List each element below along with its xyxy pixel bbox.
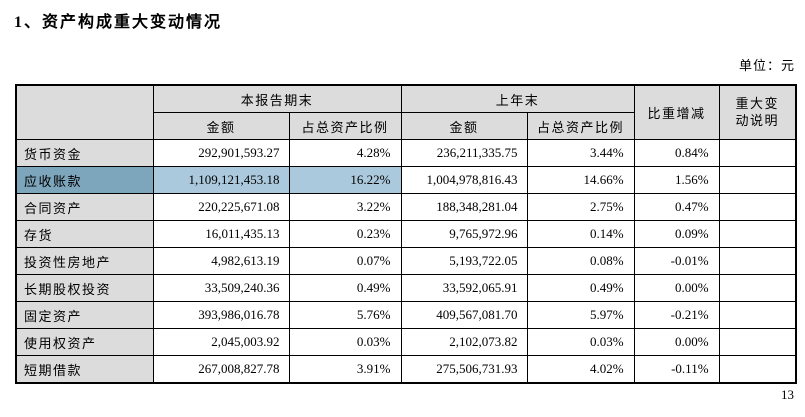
- cell-current-ratio: 3.22%: [288, 193, 402, 221]
- cell-ratio-change: 0.09%: [633, 220, 720, 248]
- cell-prior-ratio: 14.66%: [526, 166, 635, 194]
- cell-asset-label: 使用权资产: [15, 328, 154, 356]
- cell-asset-label: 合同资产: [15, 193, 154, 221]
- header-item-blank: [15, 84, 154, 140]
- cell-explanation: [718, 301, 797, 329]
- cell-current-ratio: 4.28%: [288, 139, 402, 167]
- cell-prior-ratio: 0.03%: [526, 328, 635, 356]
- header-current-ratio: 占总资产比例: [288, 112, 402, 140]
- cell-prior-ratio: 0.49%: [526, 274, 635, 302]
- cell-prior-amount: 2,102,073.82: [400, 328, 528, 356]
- cell-current-ratio: 0.03%: [288, 328, 402, 356]
- cell-prior-amount: 1,004,978,816.43: [400, 166, 528, 194]
- table-row: 短期借款 267,008,827.78 3.91% 275,506,731.93…: [15, 355, 797, 384]
- cell-current-amount: 16,011,435.13: [152, 220, 290, 248]
- cell-ratio-change: 0.84%: [633, 139, 720, 167]
- cell-prior-ratio: 0.08%: [526, 247, 635, 275]
- cell-prior-amount: 5,193,722.05: [400, 247, 528, 275]
- cell-current-ratio: 16.22%: [288, 166, 402, 194]
- cell-explanation: [718, 166, 797, 194]
- cell-ratio-change: 0.47%: [633, 193, 720, 221]
- header-explanation: 重大变动说明: [718, 84, 797, 140]
- cell-current-amount: 393,986,016.78: [152, 301, 290, 329]
- cell-prior-ratio: 4.02%: [526, 355, 635, 384]
- cell-explanation: [718, 274, 797, 302]
- cell-current-amount: 4,982,613.19: [152, 247, 290, 275]
- cell-prior-amount: 188,348,281.04: [400, 193, 528, 221]
- header-prior-period: 上年末: [400, 84, 635, 113]
- cell-prior-amount: 409,567,081.70: [400, 301, 528, 329]
- cell-explanation: [718, 247, 797, 275]
- table-header: 本报告期末 上年末 比重增减 重大变动说明 金额 占总资产比例 金额 占总资产比…: [15, 84, 797, 140]
- cell-current-amount: 267,008,827.78: [152, 355, 290, 384]
- cell-prior-amount: 33,592,065.91: [400, 274, 528, 302]
- cell-current-amount: 220,225,671.08: [152, 193, 290, 221]
- cell-ratio-change: -0.21%: [633, 301, 720, 329]
- section-title: 1、资产构成重大变动情况: [14, 14, 223, 31]
- table-row: 货币资金 292,901,593.27 4.28% 236,211,335.75…: [15, 139, 797, 167]
- cell-prior-amount: 9,765,972.96: [400, 220, 528, 248]
- cell-ratio-change: -0.11%: [633, 355, 720, 384]
- table-row: 长期股权投资 33,509,240.36 0.49% 33,592,065.91…: [15, 274, 797, 302]
- header-current-amount: 金额: [152, 112, 290, 140]
- cell-prior-ratio: 2.75%: [526, 193, 635, 221]
- cell-current-ratio: 0.49%: [288, 274, 402, 302]
- cell-prior-ratio: 5.97%: [526, 301, 635, 329]
- cell-explanation: [718, 220, 797, 248]
- cell-current-amount: 2,045,003.92: [152, 328, 290, 356]
- cell-asset-label: 固定资产: [15, 301, 154, 329]
- cell-explanation: [718, 328, 797, 356]
- cell-explanation: [718, 139, 797, 167]
- header-prior-amount: 金额: [400, 112, 528, 140]
- cell-asset-label: 长期股权投资: [15, 274, 154, 302]
- table-row: 合同资产 220,225,671.08 3.22% 188,348,281.04…: [15, 193, 797, 221]
- cell-ratio-change: 0.00%: [633, 328, 720, 356]
- cell-ratio-change: -0.01%: [633, 247, 720, 275]
- cell-asset-label: 短期借款: [15, 355, 154, 384]
- cell-explanation: [718, 193, 797, 221]
- cell-asset-label: 存货: [15, 220, 154, 248]
- unit-label: 单位：元: [738, 58, 795, 73]
- cell-ratio-change: 0.00%: [633, 274, 720, 302]
- page-number: 13: [781, 387, 794, 402]
- table-row: 存货 16,011,435.13 0.23% 9,765,972.96 0.14…: [15, 220, 797, 248]
- header-current-period: 本报告期末: [152, 84, 402, 113]
- table-row: 投资性房地产 4,982,613.19 0.07% 5,193,722.05 0…: [15, 247, 797, 275]
- header-prior-ratio: 占总资产比例: [526, 112, 635, 140]
- cell-current-amount: 33,509,240.36: [152, 274, 290, 302]
- cell-prior-ratio: 3.44%: [526, 139, 635, 167]
- table-body: 货币资金 292,901,593.27 4.28% 236,211,335.75…: [15, 139, 797, 384]
- cell-asset-label: 投资性房地产: [15, 247, 154, 275]
- cell-ratio-change: 1.56%: [633, 166, 720, 194]
- header-ratio-change: 比重增减: [633, 84, 720, 140]
- cell-current-ratio: 0.23%: [288, 220, 402, 248]
- table-row: 使用权资产 2,045,003.92 0.03% 2,102,073.82 0.…: [15, 328, 797, 356]
- cell-current-ratio: 3.91%: [288, 355, 402, 384]
- asset-change-table: 本报告期末 上年末 比重增减 重大变动说明 金额 占总资产比例 金额 占总资产比…: [15, 84, 798, 384]
- cell-explanation: [718, 355, 797, 384]
- table-row: 固定资产 393,986,016.78 5.76% 409,567,081.70…: [15, 301, 797, 329]
- cell-prior-amount: 275,506,731.93: [400, 355, 528, 384]
- cell-current-ratio: 0.07%: [288, 247, 402, 275]
- cell-prior-ratio: 0.14%: [526, 220, 635, 248]
- cell-current-amount: 1,109,121,453.18: [152, 166, 290, 194]
- cell-current-amount: 292,901,593.27: [152, 139, 290, 167]
- cell-asset-label: 货币资金: [15, 139, 154, 167]
- cell-current-ratio: 5.76%: [288, 301, 402, 329]
- cell-prior-amount: 236,211,335.75: [400, 139, 528, 167]
- cell-asset-label: 应收账款: [15, 166, 154, 194]
- table-row: 应收账款 1,109,121,453.18 16.22% 1,004,978,8…: [15, 166, 797, 194]
